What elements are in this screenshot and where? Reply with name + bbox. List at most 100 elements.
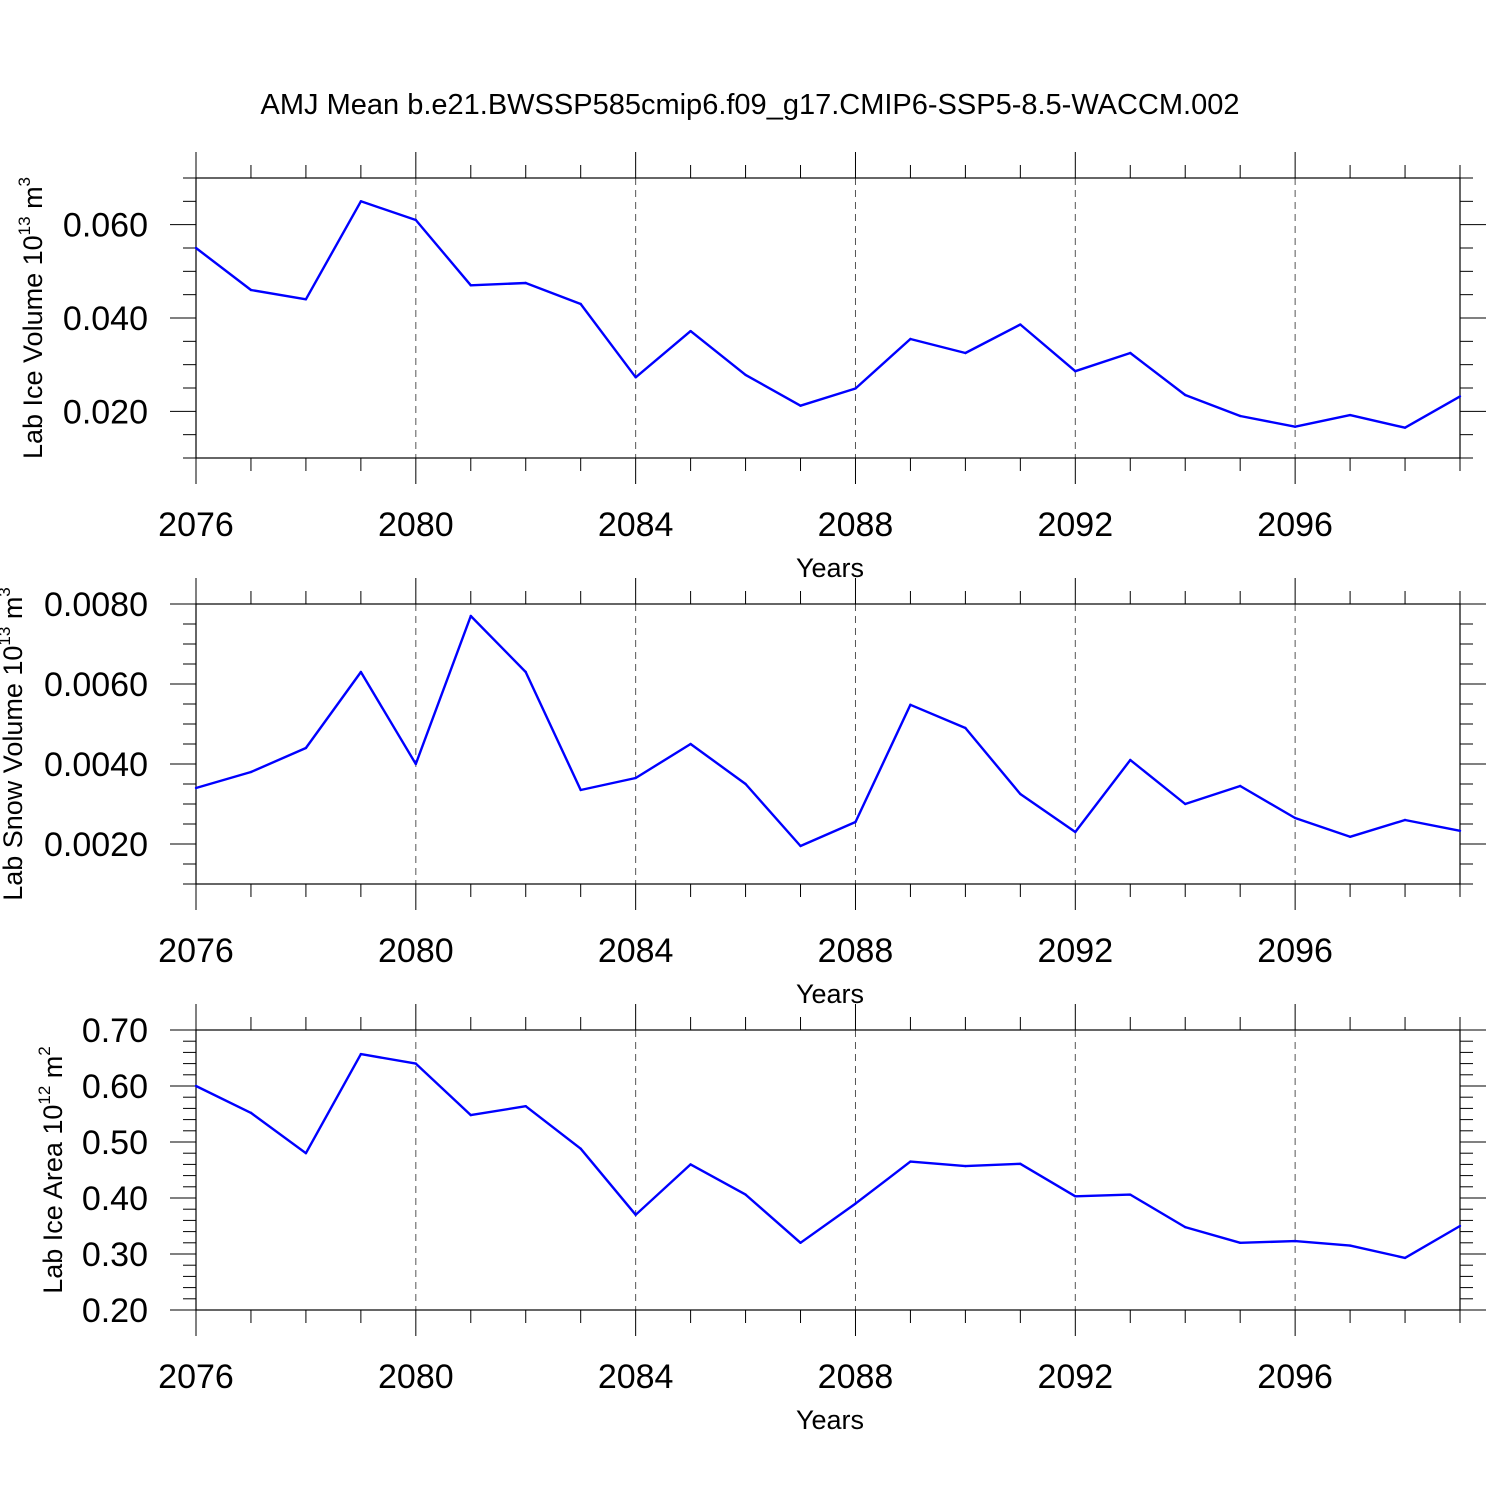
data-point [909, 337, 912, 341]
x-tick-label: 2084 [598, 1358, 674, 1396]
series-line [195, 614, 1461, 848]
data-point [579, 1147, 582, 1150]
data-point [634, 376, 637, 379]
y-tick-label: 0.0040 [44, 746, 148, 784]
y-tick-label: 0.0060 [44, 666, 148, 704]
data-point [249, 770, 253, 774]
data-point [414, 1062, 418, 1065]
data-point [854, 387, 857, 390]
y-axis-label: Lab Snow Volume 1013 m3 [0, 587, 28, 901]
data-point [1458, 829, 1462, 832]
panel-2: 0.0020 0.0040 0.0060 0.0080 2076 2080 2084 2088… [0, 578, 1486, 1009]
x-tick-label: 2076 [158, 506, 234, 544]
data-point [579, 788, 582, 792]
panel-3: 0.20 0.30 0.40 0.50 0.60 0.70 2076 2080 2084 2088… [35, 1004, 1486, 1435]
y-axis-label-exponent: 12 [35, 1086, 54, 1105]
y-axis-label-unit-exponent: 3 [0, 587, 14, 596]
chart-title: AMJ Mean b.e21.BWSSP585cmip6.f09_g17.CMI… [261, 89, 1240, 121]
data-point [909, 1160, 912, 1163]
data-point [799, 844, 802, 848]
data-point [1403, 426, 1407, 429]
data-point [1184, 802, 1187, 806]
data-point [1074, 830, 1077, 834]
x-axis-label: Years [796, 553, 864, 583]
data-point [194, 1084, 198, 1088]
data-point [1238, 1241, 1242, 1245]
data-point [854, 1202, 857, 1205]
data-point [359, 670, 363, 674]
data-point [1074, 1195, 1077, 1198]
series-line [195, 200, 1461, 429]
data-point [359, 200, 363, 203]
y-tick-label: 0.0020 [44, 826, 148, 864]
x-tick-label: 2080 [378, 1358, 454, 1396]
y-axis-label-unit: m [38, 1056, 68, 1086]
data-point [194, 246, 198, 250]
data-point [469, 614, 472, 618]
y-axis-label: Lab Ice Area 1012 m2 [35, 1046, 68, 1294]
plot-frame [195, 1029, 1461, 1311]
plot-frame [195, 177, 1461, 459]
x-tick-label: 2076 [158, 932, 234, 970]
data-point [744, 373, 747, 377]
data-point [414, 762, 418, 766]
data-point [1458, 395, 1462, 398]
data-point [1238, 414, 1242, 418]
x-tick-label: 2080 [378, 932, 454, 970]
data-point [1348, 835, 1352, 838]
data-point [854, 820, 857, 824]
x-tick-label: 2084 [598, 506, 674, 544]
data-point [1348, 413, 1352, 417]
data-point [1458, 1224, 1462, 1228]
data-point [1403, 1256, 1407, 1260]
data-point [469, 1113, 472, 1117]
plot-frame [195, 603, 1461, 885]
data-point [799, 404, 802, 407]
data-point [524, 1104, 527, 1108]
y-tick-label: 0.50 [82, 1124, 148, 1162]
data-point [524, 670, 527, 674]
data-point [1184, 393, 1187, 397]
x-tick-label: 2084 [598, 932, 674, 970]
data-point [359, 1052, 363, 1056]
x-tick-label: 2096 [1257, 506, 1333, 544]
y-axis-label-text: Lab Ice Volume 10 [18, 235, 48, 459]
x-tick-label: 2088 [818, 506, 894, 544]
x-tick-label: 2080 [378, 506, 454, 544]
data-point [964, 726, 967, 730]
data-point [1293, 816, 1297, 820]
x-axis-label: Years [796, 1405, 864, 1435]
data-point [744, 1193, 747, 1196]
panel-1: 0.020 0.040 0.060 2076 2080 2084 2088 2092 2096 Y… [15, 152, 1486, 583]
data-point [249, 1111, 253, 1115]
y-tick-label: 0.30 [82, 1236, 148, 1274]
series-line [195, 1052, 1461, 1260]
data-point [249, 288, 253, 292]
data-point [634, 776, 637, 780]
y-axis-label-exponent: 13 [15, 216, 34, 235]
x-tick-label: 2096 [1257, 1358, 1333, 1396]
data-point [1019, 1162, 1022, 1166]
y-tick-label: 0.020 [63, 393, 148, 431]
x-tick-label: 2092 [1037, 506, 1113, 544]
x-tick-label: 2088 [818, 932, 894, 970]
data-point [689, 329, 692, 333]
data-point [799, 1241, 802, 1245]
y-axis-label: Lab Ice Volume 1013 m3 [15, 177, 48, 459]
data-point [1019, 792, 1022, 796]
y-tick-label: 0.20 [82, 1292, 148, 1330]
data-point [524, 281, 527, 285]
data-point [909, 703, 912, 706]
x-axis-label: Years [796, 979, 864, 1009]
data-point [1403, 818, 1407, 822]
y-tick-label: 0.70 [82, 1012, 148, 1050]
data-point [1348, 1244, 1352, 1247]
data-point [194, 786, 198, 790]
y-tick-label: 0.40 [82, 1180, 148, 1218]
data-point [689, 742, 692, 746]
y-axis-label-text: Lab Ice Area 10 [38, 1105, 68, 1294]
data-point [634, 1213, 637, 1217]
y-tick-label: 0.060 [63, 207, 148, 245]
data-point [964, 351, 967, 355]
